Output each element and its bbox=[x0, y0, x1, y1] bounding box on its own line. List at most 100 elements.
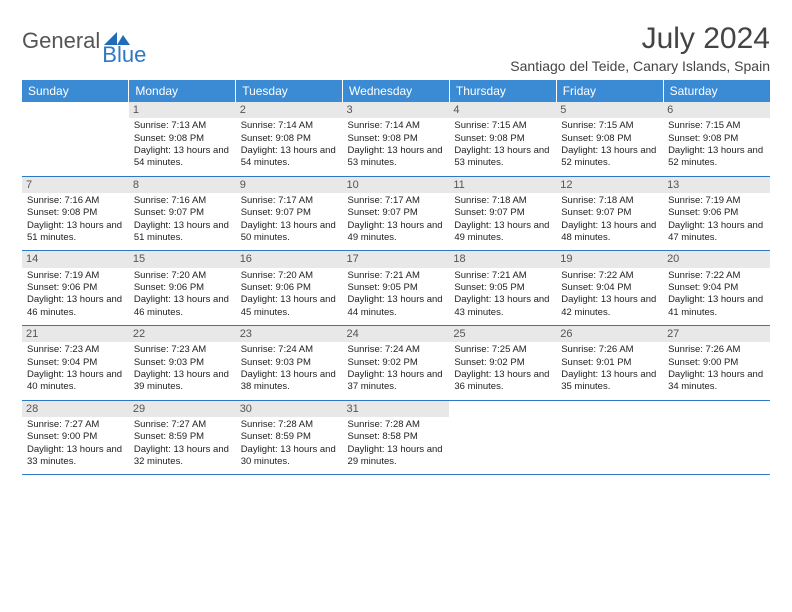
calendar-day-cell: 3Sunrise: 7:14 AMSunset: 9:08 PMDaylight… bbox=[343, 102, 450, 176]
month-title: July 2024 bbox=[510, 22, 770, 56]
dayhead-mon: Monday bbox=[129, 80, 236, 102]
calendar-day-cell: 11Sunrise: 7:18 AMSunset: 9:07 PMDayligh… bbox=[449, 176, 556, 251]
sunset-text: Sunset: 9:06 PM bbox=[241, 282, 338, 294]
sunset-text: Sunset: 9:05 PM bbox=[454, 282, 551, 294]
calendar-day-cell: 7Sunrise: 7:16 AMSunset: 9:08 PMDaylight… bbox=[22, 176, 129, 251]
calendar-week-row: 28Sunrise: 7:27 AMSunset: 9:00 PMDayligh… bbox=[22, 400, 770, 475]
day-number: 4 bbox=[449, 102, 556, 118]
sunrise-text: Sunrise: 7:21 AM bbox=[348, 270, 445, 282]
daylight-text: Daylight: 13 hours and 54 minutes. bbox=[134, 145, 231, 170]
sunrise-text: Sunrise: 7:21 AM bbox=[454, 270, 551, 282]
day-number: 18 bbox=[449, 251, 556, 267]
calendar-day-cell bbox=[663, 400, 770, 475]
daylight-text: Daylight: 13 hours and 40 minutes. bbox=[27, 369, 124, 394]
daylight-text: Daylight: 13 hours and 46 minutes. bbox=[27, 294, 124, 319]
day-number: 17 bbox=[343, 251, 450, 267]
daylight-text: Daylight: 13 hours and 52 minutes. bbox=[561, 145, 658, 170]
calendar-day-cell: 23Sunrise: 7:24 AMSunset: 9:03 PMDayligh… bbox=[236, 326, 343, 401]
sunrise-text: Sunrise: 7:26 AM bbox=[668, 344, 765, 356]
day-number: 20 bbox=[663, 251, 770, 267]
sunset-text: Sunset: 9:01 PM bbox=[561, 357, 658, 369]
daylight-text: Daylight: 13 hours and 53 minutes. bbox=[454, 145, 551, 170]
sunset-text: Sunset: 9:08 PM bbox=[241, 133, 338, 145]
daylight-text: Daylight: 13 hours and 46 minutes. bbox=[134, 294, 231, 319]
calendar-day-cell: 8Sunrise: 7:16 AMSunset: 9:07 PMDaylight… bbox=[129, 176, 236, 251]
day-number: 23 bbox=[236, 326, 343, 342]
dayhead-wed: Wednesday bbox=[343, 80, 450, 102]
day-number: 9 bbox=[236, 177, 343, 193]
day-number: 11 bbox=[449, 177, 556, 193]
day-number: 28 bbox=[22, 401, 129, 417]
sunset-text: Sunset: 8:58 PM bbox=[348, 431, 445, 443]
daylight-text: Daylight: 13 hours and 41 minutes. bbox=[668, 294, 765, 319]
sunrise-text: Sunrise: 7:19 AM bbox=[27, 270, 124, 282]
dayhead-thu: Thursday bbox=[449, 80, 556, 102]
location-text: Santiago del Teide, Canary Islands, Spai… bbox=[510, 58, 770, 74]
sunrise-text: Sunrise: 7:22 AM bbox=[668, 270, 765, 282]
sunrise-text: Sunrise: 7:16 AM bbox=[27, 195, 124, 207]
daylight-text: Daylight: 13 hours and 49 minutes. bbox=[454, 220, 551, 245]
calendar-day-cell: 20Sunrise: 7:22 AMSunset: 9:04 PMDayligh… bbox=[663, 251, 770, 326]
daylight-text: Daylight: 13 hours and 29 minutes. bbox=[348, 444, 445, 469]
daylight-text: Daylight: 13 hours and 38 minutes. bbox=[241, 369, 338, 394]
dayhead-fri: Friday bbox=[556, 80, 663, 102]
sunset-text: Sunset: 9:06 PM bbox=[134, 282, 231, 294]
daylight-text: Daylight: 13 hours and 45 minutes. bbox=[241, 294, 338, 319]
sunrise-text: Sunrise: 7:26 AM bbox=[561, 344, 658, 356]
sunset-text: Sunset: 9:06 PM bbox=[27, 282, 124, 294]
header: General Blue July 2024 Santiago del Teid… bbox=[22, 22, 770, 74]
day-number: 22 bbox=[129, 326, 236, 342]
daylight-text: Daylight: 13 hours and 50 minutes. bbox=[241, 220, 338, 245]
calendar-week-row: 7 Sunrise: 7:16 AMSunset: 9:08 PM Daylight… bbox=[22, 176, 770, 251]
sunrise-text: Sunrise: 7:17 AM bbox=[348, 195, 445, 207]
sunrise-text: Sunrise: 7:14 AM bbox=[241, 120, 338, 132]
day-number: 19 bbox=[556, 251, 663, 267]
day-number: 15 bbox=[129, 251, 236, 267]
sunrise-text: Sunrise: 7:18 AM bbox=[454, 195, 551, 207]
daylight-text: Daylight: 13 hours and 44 minutes. bbox=[348, 294, 445, 319]
sunset-text: Sunset: 9:02 PM bbox=[348, 357, 445, 369]
sunset-text: Sunset: 8:59 PM bbox=[134, 431, 231, 443]
calendar-day-cell: 14Sunrise: 7:19 AMSunset: 9:06 PMDayligh… bbox=[22, 251, 129, 326]
sunset-text: Sunset: 9:03 PM bbox=[241, 357, 338, 369]
calendar-day-cell: 5Sunrise: 7:15 AMSunset: 9:08 PMDaylight… bbox=[556, 102, 663, 176]
day-number: 2 bbox=[236, 102, 343, 118]
calendar-day-cell bbox=[556, 400, 663, 475]
day-number: 24 bbox=[343, 326, 450, 342]
day-number: 13 bbox=[663, 177, 770, 193]
daylight-text: Daylight: 13 hours and 43 minutes. bbox=[454, 294, 551, 319]
sunrise-text: Sunrise: 7:24 AM bbox=[348, 344, 445, 356]
sunset-text: Sunset: 9:08 PM bbox=[561, 133, 658, 145]
day-number: 6 bbox=[663, 102, 770, 118]
calendar-day-cell: 6Sunrise: 7:15 AMSunset: 9:08 PMDaylight… bbox=[663, 102, 770, 176]
daylight-text: Daylight: 13 hours and 37 minutes. bbox=[348, 369, 445, 394]
calendar-day-cell: 18 Sunrise: 7:21 AMSunset: 9:05 PMDayligh… bbox=[449, 251, 556, 326]
sunrise-text: Sunrise: 7:15 AM bbox=[561, 120, 658, 132]
day-number: 7 bbox=[22, 177, 129, 193]
daylight-text: Daylight: 13 hours and 49 minutes. bbox=[348, 220, 445, 245]
calendar-day-cell: 26Sunrise: 7:26 AMSunset: 9:01 PMDayligh… bbox=[556, 326, 663, 401]
calendar-day-cell: 4Sunrise: 7:15 AMSunset: 9:08 PMDaylight… bbox=[449, 102, 556, 176]
daylight-text: Daylight: 13 hours and 36 minutes. bbox=[454, 369, 551, 394]
sunset-text: Sunset: 9:03 PM bbox=[134, 357, 231, 369]
daylight-text: Daylight: 13 hours and 32 minutes. bbox=[134, 444, 231, 469]
day-number: 10 bbox=[343, 177, 450, 193]
daylight-text: Daylight: 13 hours and 34 minutes. bbox=[668, 369, 765, 394]
sunrise-text: Sunrise: 7:27 AM bbox=[27, 419, 124, 431]
calendar-day-cell: 27Sunrise: 7:26 AMSunset: 9:00 PMDayligh… bbox=[663, 326, 770, 401]
sunset-text: Sunset: 9:08 PM bbox=[134, 133, 231, 145]
day-number: 30 bbox=[236, 401, 343, 417]
calendar-day-cell: 15 Sunrise: 7:20 AMSunset: 9:06 PMDayligh… bbox=[129, 251, 236, 326]
calendar-day-cell: 22Sunrise: 7:23 AMSunset: 9:03 PMDayligh… bbox=[129, 326, 236, 401]
calendar-day-cell: 16Sunrise: 7:20 AMSunset: 9:06 PMDayligh… bbox=[236, 251, 343, 326]
sunset-text: Sunset: 9:07 PM bbox=[561, 207, 658, 219]
calendar-day-cell bbox=[22, 102, 129, 176]
dayhead-sun: Sunday bbox=[22, 80, 129, 102]
sunrise-text: Sunrise: 7:20 AM bbox=[134, 270, 231, 282]
daylight-text: Daylight: 13 hours and 54 minutes. bbox=[241, 145, 338, 170]
calendar-day-cell: 1Sunrise: 7:13 AMSunset: 9:08 PMDaylight… bbox=[129, 102, 236, 176]
sunset-text: Sunset: 9:08 PM bbox=[27, 207, 124, 219]
calendar-table: Sunday Monday Tuesday Wednesday Thursday… bbox=[22, 80, 770, 475]
sunrise-text: Sunrise: 7:23 AM bbox=[134, 344, 231, 356]
sunrise-text: Sunrise: 7:28 AM bbox=[241, 419, 338, 431]
